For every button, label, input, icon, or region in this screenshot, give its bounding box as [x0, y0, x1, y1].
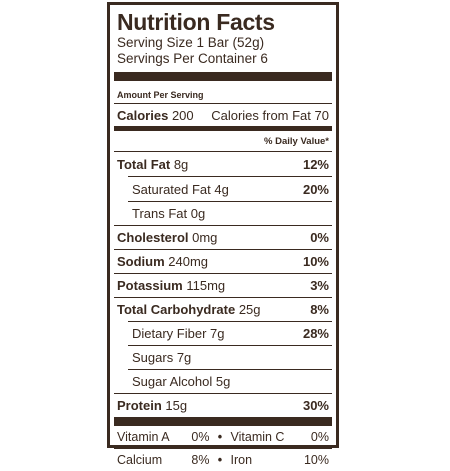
amount-per-serving-label: Amount Per Serving: [117, 90, 204, 100]
vitamin-daily-value: 8%: [191, 453, 210, 467]
divider: [114, 297, 332, 298]
nutrient-cell: Total Fat 8g: [117, 157, 188, 172]
nutrient-cell: Sugars 7g: [132, 350, 191, 365]
nutrient-daily-value: 10%: [302, 254, 329, 269]
nutrient-amount: 115mg: [182, 278, 226, 293]
servings-per-container: Servings Per Container 6: [117, 51, 268, 66]
nutrient-cell: Sugar Alcohol 5g: [132, 374, 230, 389]
daily-value-header-row: % Daily Value*: [114, 131, 332, 151]
nutrient-cell: Dietary Fiber 7g: [132, 326, 225, 341]
divider: [128, 369, 332, 370]
nutrient-row: Cholesterol 0mg 0%: [114, 226, 332, 249]
nutrient-daily-value: 8%: [310, 302, 329, 317]
nutrient-row: Potassium 115mg 3%: [114, 274, 332, 297]
divider: [114, 448, 332, 449]
divider: [128, 345, 332, 346]
nutrition-facts-panel: Nutrition Facts Serving Size 1 Bar (52g)…: [107, 2, 339, 467]
nutrient-daily-value: 20%: [302, 181, 329, 197]
nutrient-name: Sodium: [117, 254, 165, 269]
nutrient-row: Saturated Fat 4g 20%: [114, 177, 332, 201]
nutrient-daily-value: 12%: [302, 156, 329, 172]
vitamin-daily-value: 0%: [310, 430, 329, 444]
calories-value: 200: [171, 107, 194, 123]
nutrient-amount: 0mg: [188, 230, 218, 245]
nutrient-cell: Protein 15g: [117, 398, 187, 413]
vitamin-name: Vitamin A: [117, 430, 170, 444]
divider: [114, 393, 332, 394]
divider: [114, 151, 332, 152]
divider: [114, 103, 332, 104]
calories-cell: Calories 200: [117, 108, 194, 123]
divider: [128, 321, 332, 322]
nutrient-cell: Trans Fat 0g: [132, 206, 205, 221]
medium-divider: [114, 126, 332, 131]
nutrient-amount: 15g: [161, 398, 188, 413]
nutrient-daily-value: 0%: [310, 230, 329, 245]
bullet-separator: •: [217, 453, 223, 467]
nutrient-amount: 7g: [206, 326, 225, 341]
divider: [114, 225, 332, 226]
vitamin-name: Calcium: [117, 453, 163, 467]
panel-title: Nutrition Facts: [117, 9, 275, 35]
calories-label: Calories: [117, 107, 169, 123]
amount-per-serving-row: Amount Per Serving: [114, 87, 332, 103]
nutrient-name: Dietary Fiber: [132, 326, 207, 341]
nutrient-name: Cholesterol: [117, 230, 189, 245]
nutrient-row: Dietary Fiber 7g 28%: [114, 322, 332, 345]
vitamin-row: Calcium 8% • Iron 10%: [114, 449, 332, 471]
nutrient-row: Trans Fat 0g: [114, 202, 332, 225]
nutrient-row: Sugar Alcohol 5g: [114, 370, 332, 393]
divider: [114, 273, 332, 274]
nutrient-name: Potassium: [117, 278, 183, 293]
serving-size: Serving Size 1 Bar (52g): [117, 35, 265, 50]
calories-from-fat-value: 70: [314, 107, 329, 123]
nutrient-row: Protein 15g 30%: [114, 394, 332, 417]
vitamin-name: Vitamin C: [230, 430, 285, 444]
nutrient-cell: Cholesterol 0mg: [117, 230, 217, 245]
nutrient-row: Sugars 7g: [114, 346, 332, 369]
nutrient-name: Sugar Alcohol: [132, 374, 213, 389]
vitamin-name: Iron: [230, 453, 253, 467]
nutrient-amount: 25g: [235, 302, 261, 317]
vitamin-daily-value: 0%: [191, 430, 210, 444]
nutrient-amount: 240mg: [164, 254, 209, 269]
calories-row: Calories 200 Calories from Fat 70: [114, 104, 332, 126]
nutrient-name: Sugars: [132, 350, 174, 365]
thick-divider: [114, 417, 332, 426]
nutrient-cell: Sodium 240mg: [117, 254, 208, 269]
nutrient-amount: 7g: [173, 350, 192, 365]
vitamin-row: Vitamin A 0% • Vitamin C 0%: [114, 426, 332, 448]
nutrient-name: Trans Fat: [132, 206, 188, 221]
divider: [114, 249, 332, 250]
thick-divider: [114, 72, 332, 81]
nutrient-list: Total Fat 8g 12% Saturated Fat 4g 20% Trans …: [114, 151, 332, 417]
nutrient-amount: 4g: [210, 181, 229, 197]
nutrient-name: Protein: [117, 398, 162, 413]
divider: [128, 201, 332, 202]
nutrient-cell: Saturated Fat 4g: [132, 182, 229, 197]
nutrient-row: Total Carbohydrate 25g 8%: [114, 298, 332, 321]
calories-from-fat-label: Calories from Fat: [211, 107, 311, 123]
bullet-separator: •: [217, 430, 223, 444]
nutrient-name: Total Carbohydrate: [117, 302, 236, 317]
vitamin-daily-value: 10%: [303, 453, 329, 467]
nutrient-amount: 0g: [187, 206, 206, 221]
nutrient-daily-value: 28%: [302, 326, 329, 341]
nutrient-name: Saturated Fat: [132, 181, 211, 197]
nutrient-name: Total Fat: [117, 156, 171, 172]
nutrient-row: Sodium 240mg 10%: [114, 250, 332, 273]
nutrient-daily-value: 3%: [310, 278, 329, 293]
nutrient-amount: 8g: [170, 156, 189, 172]
nutrient-cell: Total Carbohydrate 25g: [117, 302, 261, 317]
nutrient-row: Total Fat 8g 12%: [114, 152, 332, 176]
divider: [128, 176, 332, 177]
nutrient-daily-value: 30%: [302, 398, 329, 413]
calories-from-fat-cell: Calories from Fat 70: [211, 108, 329, 123]
nutrient-amount: 5g: [212, 374, 231, 389]
vitamin-list: Vitamin A 0% • Vitamin C 0% Calcium 8% • Iron 10%: [114, 426, 332, 471]
nutrient-cell: Potassium 115mg: [117, 278, 225, 293]
daily-value-header: % Daily Value*: [264, 135, 329, 147]
